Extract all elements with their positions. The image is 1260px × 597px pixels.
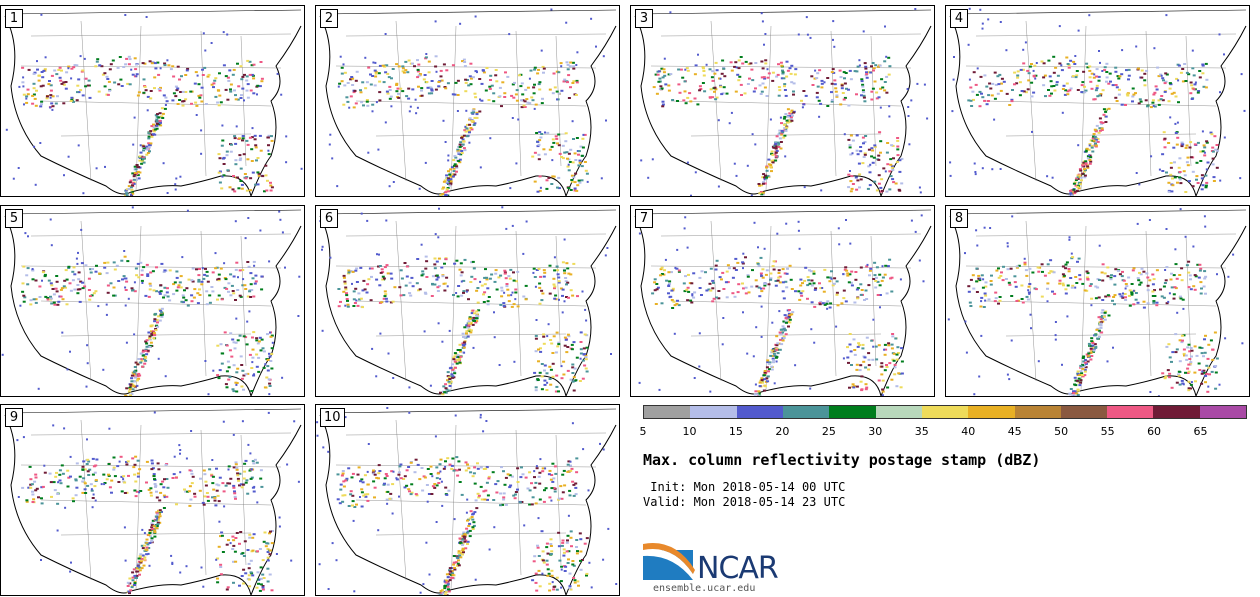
colorbar-swatch-5 xyxy=(875,406,922,418)
map-panel-10: 10 xyxy=(315,404,620,596)
map-outline-icon xyxy=(4,9,303,196)
colorbar-swatch-9 xyxy=(1060,406,1108,418)
map-outline-icon xyxy=(4,408,302,595)
member-number: 1 xyxy=(5,9,23,28)
member-number: 6 xyxy=(320,209,338,228)
member-number: 2 xyxy=(320,9,338,28)
colorbar-tick-label: 35 xyxy=(914,425,929,438)
map-outline-icon xyxy=(634,209,932,396)
website-url: ensemble.ucar.edu xyxy=(653,583,756,594)
map-panel-4: 4 xyxy=(945,5,1250,197)
colorbar-tick-label: 45 xyxy=(1007,425,1022,438)
member-number: 3 xyxy=(635,9,653,28)
map-panel-6: 6 xyxy=(315,205,620,397)
colorbar-tick-label: 30 xyxy=(868,425,883,438)
colorbar-swatch-2 xyxy=(736,406,783,418)
map-outline-icon xyxy=(319,206,617,396)
colorbar-swatch-8 xyxy=(1014,406,1061,418)
figure-title: Max. column reflectivity postage stamp (… xyxy=(643,451,1041,469)
reflectivity-colorbar xyxy=(643,405,1247,419)
colorbar-swatch-11 xyxy=(1153,406,1200,418)
map-panel-1: 1 xyxy=(0,5,305,197)
colorbar-tick-label: 65 xyxy=(1193,425,1208,438)
colorbar-tick-label: 15 xyxy=(728,425,743,438)
colorbar-tick-label: 5 xyxy=(639,425,647,438)
colorbar-tick-label: 40 xyxy=(961,425,976,438)
map-panel-8: 8 xyxy=(945,205,1250,397)
ncar-logo-text: NCAR xyxy=(697,551,779,586)
map-panel-5: 5 xyxy=(0,205,305,397)
map-panel-3: 3 xyxy=(630,5,935,197)
member-number: 4 xyxy=(950,9,968,28)
member-number: 10 xyxy=(320,408,345,427)
colorbar-swatch-10 xyxy=(1107,406,1154,418)
colorbar-swatch-7 xyxy=(968,406,1015,418)
member-number: 7 xyxy=(635,209,653,228)
colorbar-swatch-3 xyxy=(782,406,830,418)
map-outline-icon xyxy=(634,8,932,196)
colorbar-tick-label: 55 xyxy=(1100,425,1115,438)
colorbar-swatch-6 xyxy=(921,406,969,418)
map-panel-9: 9 xyxy=(0,404,305,596)
map-panel-7: 7 xyxy=(630,205,935,397)
map-outline-icon xyxy=(319,8,617,196)
map-outline-icon xyxy=(949,7,1247,196)
colorbar-tick-label: 50 xyxy=(1054,425,1069,438)
map-outline-icon xyxy=(316,407,618,595)
colorbar-tick-label: 25 xyxy=(821,425,836,438)
colorbar-swatch-1 xyxy=(690,406,737,418)
map-outline-icon xyxy=(1,206,302,396)
colorbar-tick-label: 20 xyxy=(775,425,790,438)
member-number: 8 xyxy=(950,209,968,228)
colorbar-tick-label: 10 xyxy=(682,425,697,438)
map-panel-2: 2 xyxy=(315,5,620,197)
colorbar-swatch-12 xyxy=(1199,406,1247,418)
member-number: 5 xyxy=(5,209,23,228)
init-time: Init: Mon 2018-05-14 00 UTC xyxy=(643,480,846,494)
colorbar-swatch-4 xyxy=(829,406,876,418)
colorbar-ticks: 5 10 15 20 25 30 35 40 45 50 55 60 65 xyxy=(639,425,1247,441)
member-number: 9 xyxy=(5,408,23,427)
colorbar-tick-label: 60 xyxy=(1147,425,1162,438)
ncar-logo-icon xyxy=(643,543,695,580)
colorbar-swatch-0 xyxy=(644,406,691,418)
valid-time: Valid: Mon 2018-05-14 23 UTC xyxy=(643,495,846,509)
map-outline-icon xyxy=(947,208,1247,396)
